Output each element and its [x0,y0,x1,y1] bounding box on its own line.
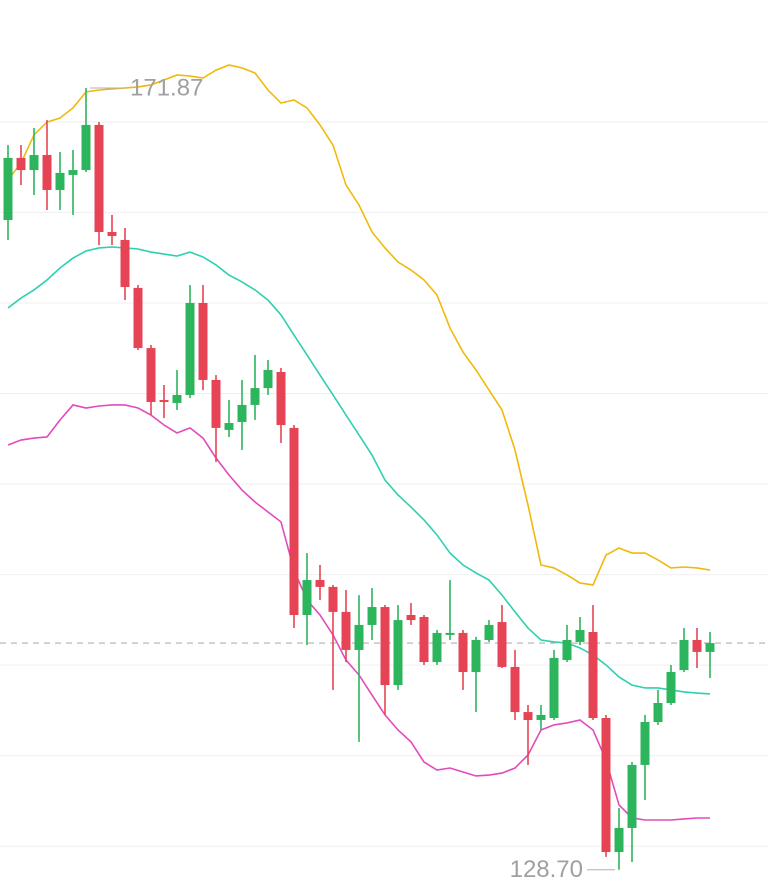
candle-body [302,580,312,615]
candle-body [588,632,598,719]
candle-body [393,620,403,686]
candle-body [510,666,520,713]
candle-body [159,400,169,403]
candle-body [354,624,364,650]
candle-body [614,827,624,853]
candle-body [3,157,13,221]
candle-body [237,404,247,422]
candle-body [601,718,611,853]
candle-body [419,616,429,663]
candle-body [315,580,325,587]
candle-body [16,157,26,171]
candle-body [328,586,338,612]
candle-body [289,427,299,615]
candle-body [68,170,78,175]
candle-body [562,639,572,661]
candle-body [341,611,351,650]
candle-body [692,639,702,652]
candle-body [120,239,130,288]
candle-body [705,643,715,652]
candle-body [445,632,455,635]
candle-body [107,231,117,236]
candle-body [575,630,585,642]
candle-body [263,369,273,389]
candle-body [367,607,377,625]
candle-body [536,714,546,721]
candle-body [380,607,390,686]
candle-body [250,388,260,405]
candle-body [666,672,676,704]
candle-body [198,302,208,380]
candle-body [42,155,52,190]
high-label: 171.87 [130,74,203,101]
candle-body [211,379,221,428]
candle-body [94,124,104,232]
low-label: 128.70 [510,856,583,883]
candle-body [172,394,182,403]
candle-body [224,423,234,430]
candle-body [55,172,65,190]
candle-body [523,712,533,721]
candle-body [146,348,156,403]
candle-body [640,722,650,765]
candle-body [679,639,689,671]
candle-body [432,632,442,663]
candle-body [458,632,468,673]
candle-body [133,287,143,349]
candle-body [471,639,481,673]
candle-body [406,614,416,621]
candle-body [484,624,494,640]
candle-body [81,124,91,171]
candle-body [185,302,195,395]
candle-body [497,622,507,667]
band-line [7,64,711,586]
candle-body [276,371,286,426]
candle-body [29,155,39,171]
candle-body [627,764,637,828]
candle-body [549,657,559,719]
candle-body [653,703,663,723]
